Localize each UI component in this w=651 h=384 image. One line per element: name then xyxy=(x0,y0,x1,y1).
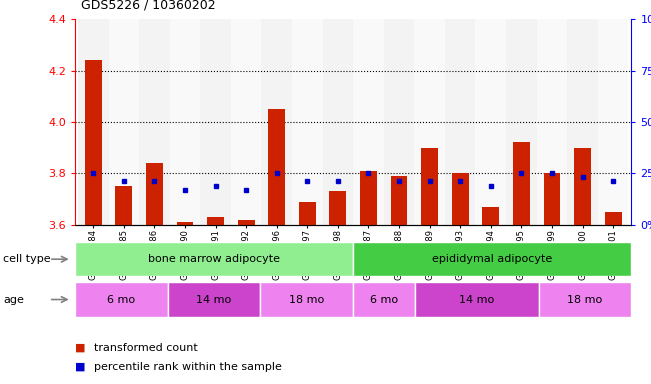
Bar xyxy=(323,19,353,225)
Bar xyxy=(260,282,353,317)
Bar xyxy=(452,173,469,225)
Text: ■: ■ xyxy=(75,362,85,372)
Bar xyxy=(176,222,193,225)
Bar xyxy=(383,19,414,225)
Bar xyxy=(170,19,201,225)
Bar xyxy=(329,191,346,225)
Bar xyxy=(85,60,102,225)
Text: ■: ■ xyxy=(75,343,85,353)
Text: bone marrow adipocyte: bone marrow adipocyte xyxy=(148,254,280,264)
Text: 14 mo: 14 mo xyxy=(459,295,495,305)
Bar xyxy=(414,19,445,225)
Bar xyxy=(139,19,170,225)
Bar xyxy=(75,242,353,276)
Bar xyxy=(262,19,292,225)
Bar xyxy=(238,220,255,225)
Text: 14 mo: 14 mo xyxy=(197,295,232,305)
Bar xyxy=(574,147,591,225)
Text: age: age xyxy=(3,295,24,305)
Bar xyxy=(539,282,631,317)
Bar xyxy=(605,212,622,225)
Bar xyxy=(168,282,260,317)
Bar xyxy=(415,282,539,317)
Bar xyxy=(445,19,475,225)
Bar xyxy=(353,19,383,225)
Bar xyxy=(268,109,285,225)
Text: 18 mo: 18 mo xyxy=(568,295,603,305)
Text: percentile rank within the sample: percentile rank within the sample xyxy=(94,362,283,372)
Bar xyxy=(292,19,323,225)
Bar xyxy=(536,19,567,225)
Text: cell type: cell type xyxy=(3,254,51,264)
Bar xyxy=(78,19,109,225)
Bar xyxy=(353,282,415,317)
Bar xyxy=(231,19,262,225)
Text: 18 mo: 18 mo xyxy=(289,295,324,305)
Bar xyxy=(421,147,438,225)
Bar xyxy=(567,19,598,225)
Bar xyxy=(115,186,132,225)
Bar xyxy=(482,207,499,225)
Bar xyxy=(513,142,530,225)
Bar xyxy=(475,19,506,225)
Text: 6 mo: 6 mo xyxy=(107,295,135,305)
Bar xyxy=(353,242,631,276)
Bar xyxy=(391,176,408,225)
Bar xyxy=(201,19,231,225)
Bar xyxy=(146,163,163,225)
Bar xyxy=(299,202,316,225)
Bar xyxy=(75,282,168,317)
Text: GDS5226 / 10360202: GDS5226 / 10360202 xyxy=(81,0,216,12)
Text: epididymal adipocyte: epididymal adipocyte xyxy=(432,254,553,264)
Bar xyxy=(506,19,536,225)
Text: 6 mo: 6 mo xyxy=(370,295,398,305)
Bar xyxy=(544,173,561,225)
Bar xyxy=(360,171,377,225)
Bar xyxy=(207,217,224,225)
Bar xyxy=(109,19,139,225)
Bar xyxy=(598,19,628,225)
Text: transformed count: transformed count xyxy=(94,343,198,353)
